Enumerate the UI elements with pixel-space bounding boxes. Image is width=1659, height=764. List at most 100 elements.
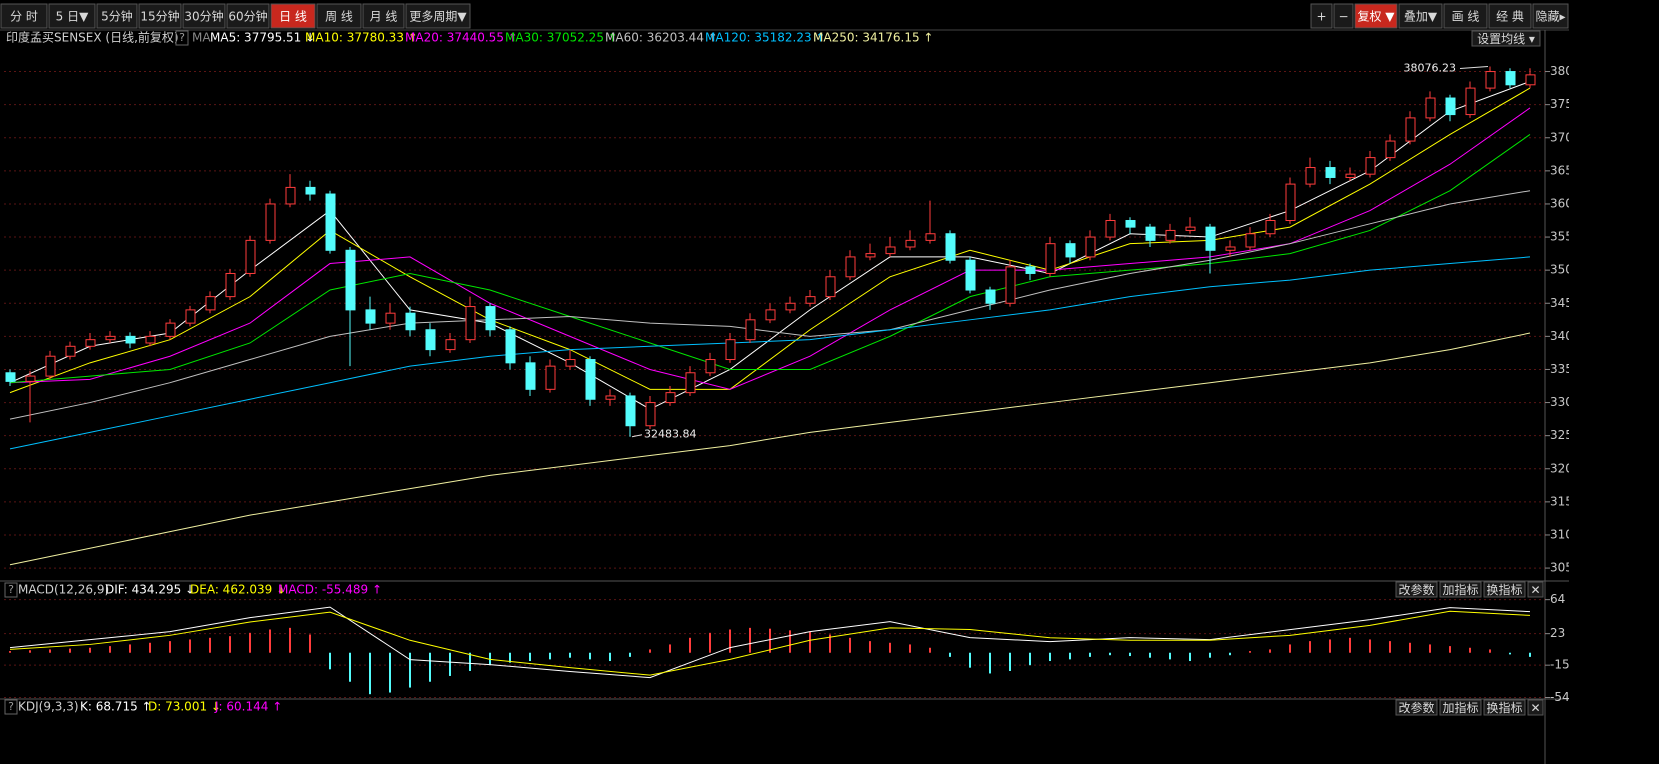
macd-title: MACD(12,26,9) [18,583,109,597]
help-box [175,30,189,46]
legend-entry: MA60: 36203.44 ↑ [605,31,718,45]
toolbar-button[interactable]: 周 线 [316,3,362,29]
toolbar-button[interactable]: 5 日▼ [48,3,96,29]
candle-body [465,306,476,341]
toolbar-button-label: 分 时 [10,10,38,24]
candle-body [485,306,496,331]
toolbar-button[interactable]: 复权 ▼ [1354,3,1398,29]
toolbar-button[interactable]: 叠加▼ [1398,3,1443,29]
candle-body [145,335,156,344]
panel-button[interactable]: 换指标 [1483,581,1526,598]
annotation-line [1459,66,1489,70]
candle-body [1265,220,1276,235]
toolbar-button[interactable]: 月 线 [362,3,405,29]
y-tick-label: -15 [1550,658,1570,672]
candle-body [785,302,796,311]
toolbar-button-bg [48,3,96,29]
panel-button[interactable]: 改参数 [1395,581,1438,598]
toolbar-button[interactable]: 30分钟 [182,3,226,29]
toolbar-button[interactable]: + [1310,3,1333,29]
toolbar-button-label: 叠加▼ [1404,10,1438,24]
ma-line [9,87,1531,394]
toolbar-button[interactable]: 隐藏▸ [1532,3,1569,29]
ma-line [9,256,1531,450]
candle-body [1205,226,1216,251]
legend-entry: J: 60.144 ↑ [214,700,282,714]
panel-button-bg [1439,699,1482,716]
candle-body [365,309,376,324]
legend-entry: D: 73.001 ↓ [148,700,221,714]
candle-body [545,365,556,390]
candle-body [405,312,416,331]
panel-button-bg [1395,581,1438,598]
y-tick-label: 38000 [1550,64,1588,78]
candle-body [1405,117,1416,142]
panel-button[interactable]: 换指标 [1483,699,1526,716]
y-tick-label: 37000 [1550,130,1588,144]
candle-body [1005,266,1016,304]
toolbar-button[interactable]: 15分钟 [138,3,182,29]
toolbar-button-bg [362,3,405,29]
toolbar-button[interactable]: 60分钟 [226,3,270,29]
panel-button[interactable]: ✕ [1527,699,1544,716]
toolbar-button-label: 画 线 [1452,10,1480,24]
panel-button-label: ✕ [1530,583,1540,597]
candle-body [665,392,676,404]
toolbar-button-label: 60分钟 [228,9,267,24]
candle-body [1305,167,1316,185]
y-tick-label: 37500 [1550,97,1588,111]
toolbar-button-bg [96,3,138,29]
macd-line [9,610,1531,676]
y-tick-label: 23 [1550,626,1565,640]
panel-button[interactable]: 加指标 [1439,581,1482,598]
toolbar-button-label: 隐藏▸ [1535,10,1565,24]
toolbar-button-bg [1398,3,1443,29]
annotation: 32483.84 [644,428,697,441]
toolbar-button[interactable]: 画 线 [1443,3,1488,29]
toolbar-button-label: 15分钟 [140,9,179,24]
panel-button-label: 换指标 [1486,582,1522,597]
candle-body [645,402,656,427]
toolbar-button-bg [1532,3,1569,29]
candle-body [1325,167,1336,178]
toolbar-button-bg [182,3,226,29]
toolbar-button[interactable]: 5分钟 [96,3,138,29]
candle-body [325,193,336,251]
y-tick-label: -54 [1550,690,1570,704]
panel-button[interactable]: 加指标 [1439,699,1482,716]
ma-line [9,134,1531,384]
panel-button-label: ✕ [1530,701,1540,715]
toolbar-button-label: − [1338,10,1348,24]
candle-body [765,309,776,321]
toolbar-button-bg [0,3,48,29]
toolbar-button[interactable]: − [1333,3,1354,29]
candle-body [585,359,596,400]
legend-entry: MA250: 34176.15 ↑ [813,31,933,45]
legend-entry: K: 68.715 ↑ [80,700,152,714]
candle-body [385,312,396,324]
candle-body [1525,74,1536,86]
y-tick-label: 34000 [1550,329,1588,343]
toolbar-button[interactable]: 日 线 [270,3,316,29]
candle-body [1345,173,1356,178]
toolbar-button[interactable]: 分 时 [0,3,48,29]
candle-body [1045,243,1056,274]
candle-body [225,272,236,298]
panel-button[interactable]: 改参数 [1395,699,1438,716]
candle-body [865,253,876,258]
y-tick-label: 35000 [1550,263,1588,277]
toolbar-button[interactable]: 更多周期▼ [405,3,471,29]
candle-body [425,329,436,351]
toolbar-button-label: + [1316,10,1326,24]
toolbar-button[interactable]: 经 典 [1488,3,1532,29]
ma-line [9,107,1531,390]
candle-body [945,233,956,261]
panel-button[interactable]: ✕ [1527,581,1544,598]
candle-body [565,359,576,367]
panel-button-label: 加指标 [1442,582,1478,597]
settings-button[interactable]: 设置均线 ▾ [1471,30,1541,47]
legend-entry: MA10: 37780.33 ↑ [305,31,418,45]
panel-button-bg [1395,699,1438,716]
annotation: 38076.23 [1404,62,1457,75]
